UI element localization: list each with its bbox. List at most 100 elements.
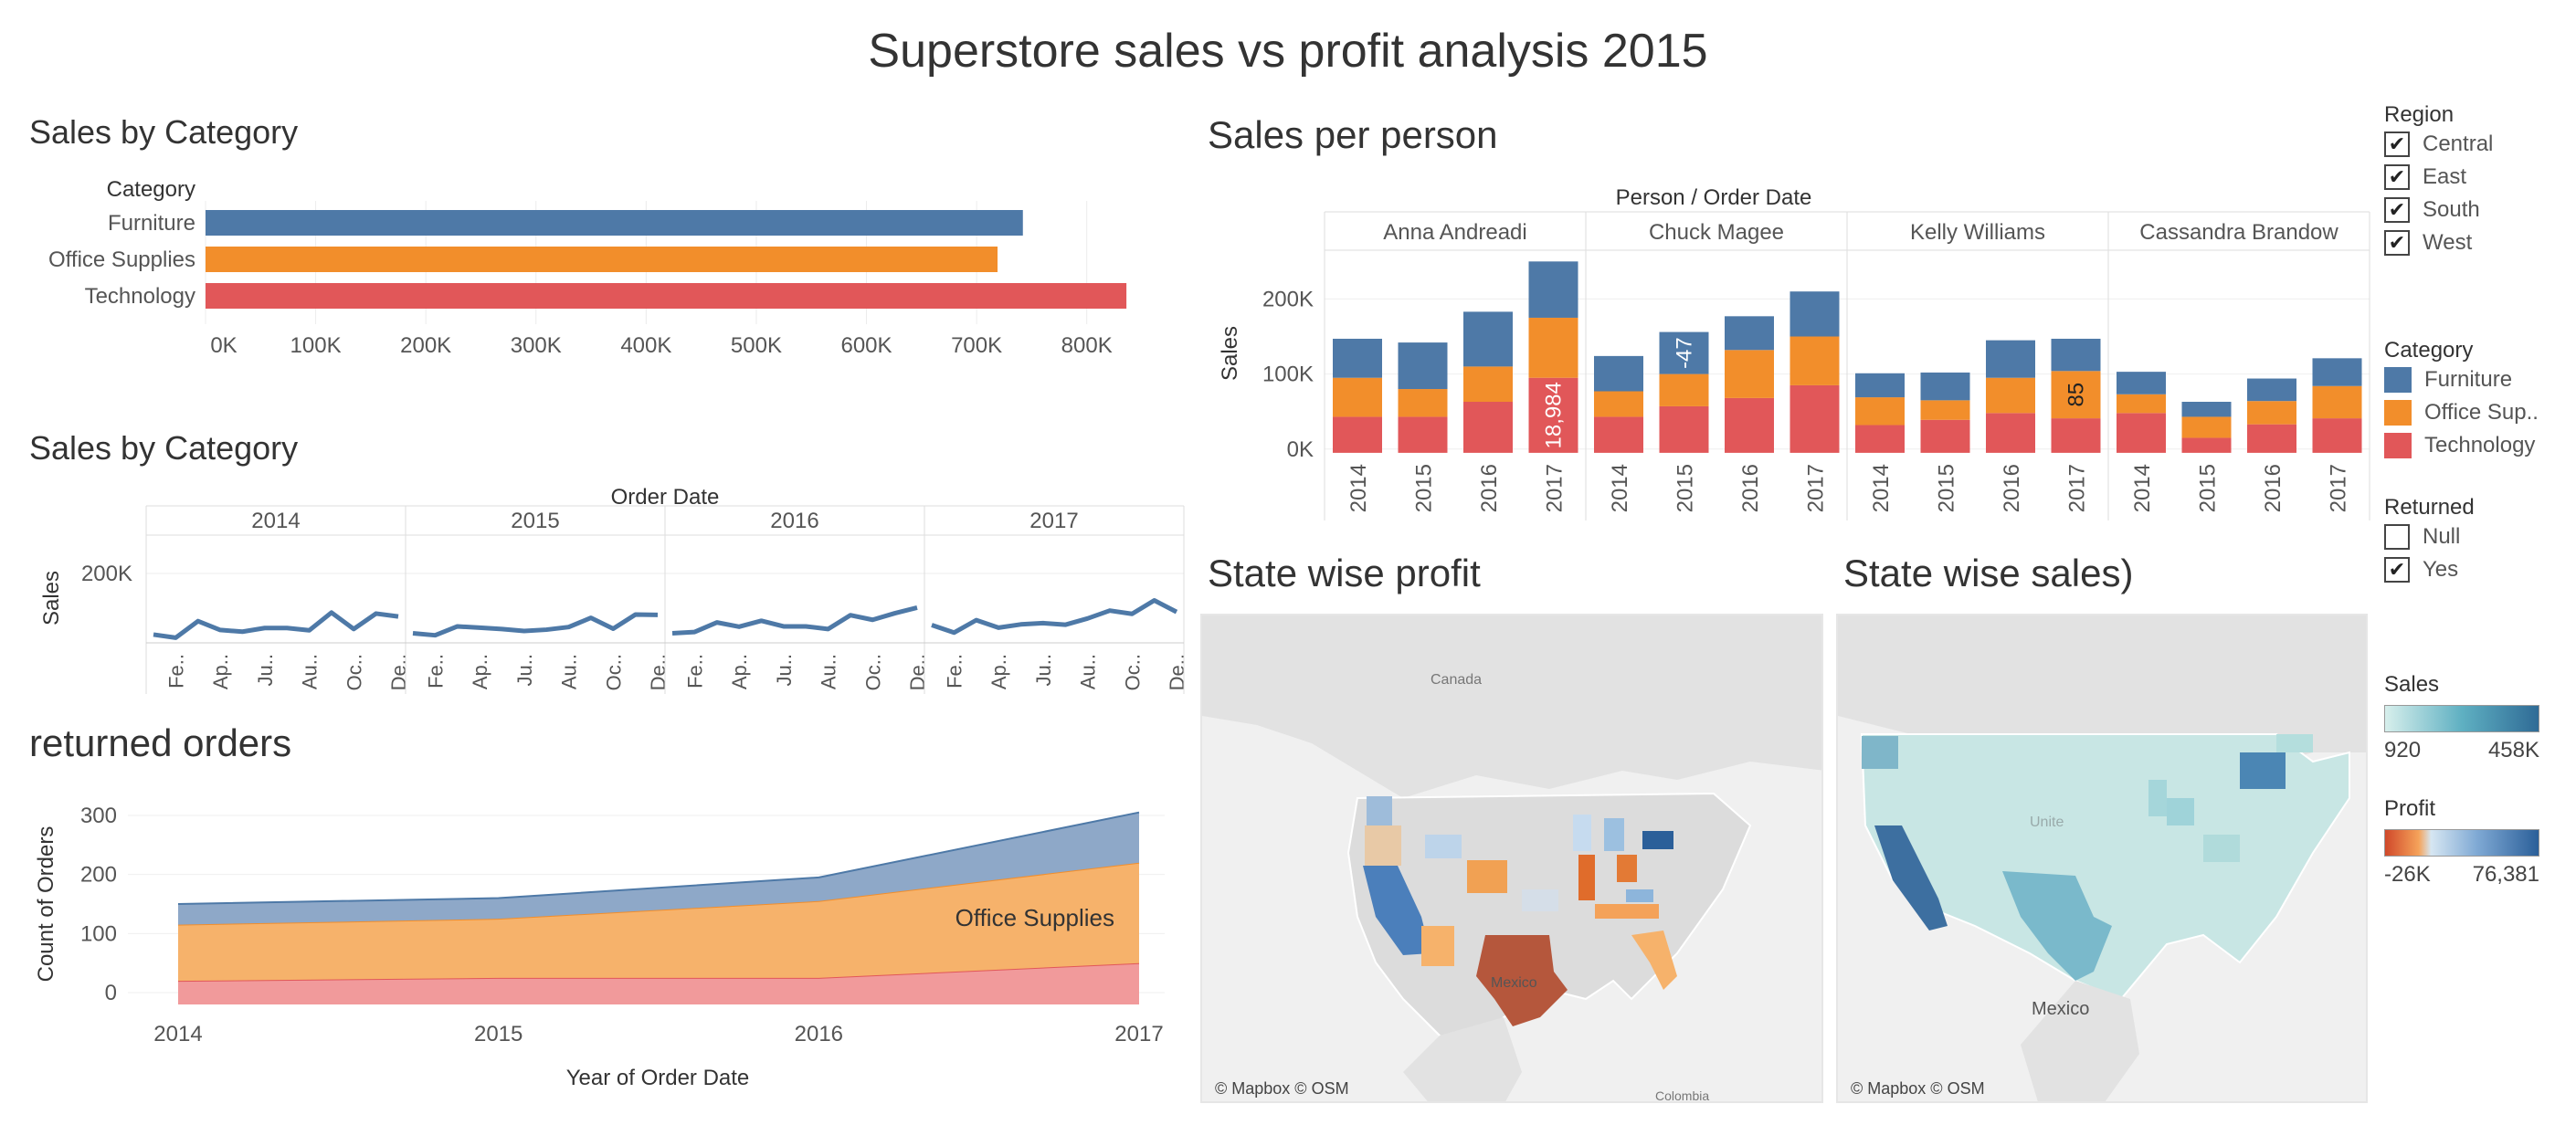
bar-furniture [1659,331,1709,374]
state-il [1578,855,1595,900]
year-header: 2014 [251,509,300,533]
legend-item-office[interactable]: Office Sup.. [2384,396,2567,429]
bar-furniture [1463,311,1513,367]
category-label: Technology [85,284,195,309]
region-label: East [2423,164,2467,189]
sales-line-2015 [412,612,659,638]
state-az [1421,926,1454,966]
year-tick-label: 2017 [2065,464,2090,512]
bar-technology [1789,384,1840,453]
bar-technology [1398,416,1448,453]
x-tick-label: 200K [400,333,451,358]
state-tx [1476,935,1568,1026]
dashboard-title: Superstore sales vs profit analysis 2015 [868,25,1708,78]
state-oh [1617,855,1637,882]
year-tick-label: 2016 [2000,464,2024,512]
month-tick-label: Oc.. [861,654,884,690]
returned-legend: Returned Null ✔ Yes [2384,495,2567,586]
state-ne [2276,734,2313,752]
year-header: 2015 [511,509,559,533]
y-tick-label: 200 [80,863,117,888]
year-tick-label: 2015 [2196,464,2221,512]
bar-technology [2117,413,2166,453]
region-filter-east[interactable]: ✔ East [2384,161,2567,194]
bar-technology [1986,413,2035,453]
region-label: South [2423,197,2480,222]
legend-item-technology[interactable]: Technology [2384,429,2567,462]
sales-line-2017 [931,598,1178,636]
year-tick-label: 2016 [2261,464,2286,512]
state-or [1365,825,1401,866]
x-tick-label: 300K [511,333,562,358]
region-filter-south[interactable]: ✔ South [2384,194,2567,226]
sales-gradient [2384,705,2539,732]
bar-technology [1528,377,1578,453]
bar-technology [2051,418,2101,453]
returned-filter-yes[interactable]: ✔ Yes [2384,553,2567,586]
checkbox[interactable] [2384,524,2410,550]
month-tick-label: Oc.. [1121,654,1144,690]
bar-technology [1659,405,1709,453]
checkbox[interactable]: ✔ [2384,230,2410,256]
state-mi [1604,818,1624,851]
region-filter-west[interactable]: ✔ West [2384,226,2567,259]
state-sales-map[interactable]: Unite Mexico © Mapbox © OSM [1836,614,2368,1103]
bar-furniture [2312,358,2362,386]
year-header: 2016 [770,509,818,533]
month-tick-label: Ap.. [209,654,232,689]
person-header: Cassandra Brandow [2139,220,2338,245]
bar-furniture [1855,373,1905,398]
bar-data-label: 85 [2064,383,2089,407]
checkbox[interactable]: ✔ [2384,164,2410,190]
month-tick-label: De.. [906,654,929,690]
checkbox[interactable]: ✔ [2384,131,2410,157]
map-credit: © Mapbox © OSM [1215,1079,1349,1098]
checkbox[interactable]: ✔ [2384,197,2410,223]
state-oh [2167,798,2194,825]
year-tick-label: 2014 [1346,464,1371,512]
returned-label: Yes [2423,557,2459,582]
sales-legend-min: 920 [2384,738,2422,762]
returned-filter-null[interactable]: Null [2384,520,2567,553]
year-header: 2017 [1029,509,1078,533]
state-wa [1862,736,1898,769]
state-va [1626,889,1653,902]
month-tick-label: Ju.. [513,654,536,686]
bar-furniture [206,210,1023,236]
map-label-mexico: Mexico [1491,975,1537,991]
bar-technology [1725,397,1774,453]
area-annotation: Office Supplies [955,904,1114,931]
month-tick-label: Ju.. [254,654,277,686]
bar-office-supplies [1920,400,1970,420]
x-tick-label: 2015 [474,1022,523,1046]
map-credit: © Mapbox © OSM [1851,1079,1985,1098]
state-ny [2240,752,2286,789]
profit-gradient [2384,829,2539,857]
year-tick-label: 2015 [1412,464,1437,512]
map-label-mexico: Mexico [2032,999,2090,1019]
category-legend: Category Furniture Office Sup.. Technolo… [2384,338,2567,462]
year-tick-label: 2017 [1543,464,1568,512]
swatch [2384,433,2412,458]
region-label: Central [2423,131,2494,156]
bar-furniture [1528,261,1578,318]
swatch [2384,367,2412,393]
month-tick-label: Au.. [818,654,840,689]
legend-label: Office Sup.. [2424,400,2539,425]
month-tick-label: Ap.. [728,654,751,689]
year-tick-label: 2016 [1738,464,1763,512]
region-filter-central[interactable]: ✔ Central [2384,128,2567,161]
checkbox[interactable]: ✔ [2384,557,2410,583]
y-tick-label: 200K [1262,287,1314,311]
state-profit-map[interactable]: Canada Mexico Colombia © Mapbox © OSM [1200,614,1823,1103]
y-axis-label: Sales [1218,326,1242,381]
state-ny [1642,831,1673,849]
x-tick-label: 800K [1061,333,1113,358]
state-profit-title: State wise profit [1208,552,1481,594]
bar-office-supplies [1986,377,2035,414]
legend-item-furniture[interactable]: Furniture [2384,363,2567,396]
legend-label: Furniture [2424,367,2513,392]
bar-technology [1463,402,1513,453]
bar-data-label: -47 [1673,337,1697,369]
